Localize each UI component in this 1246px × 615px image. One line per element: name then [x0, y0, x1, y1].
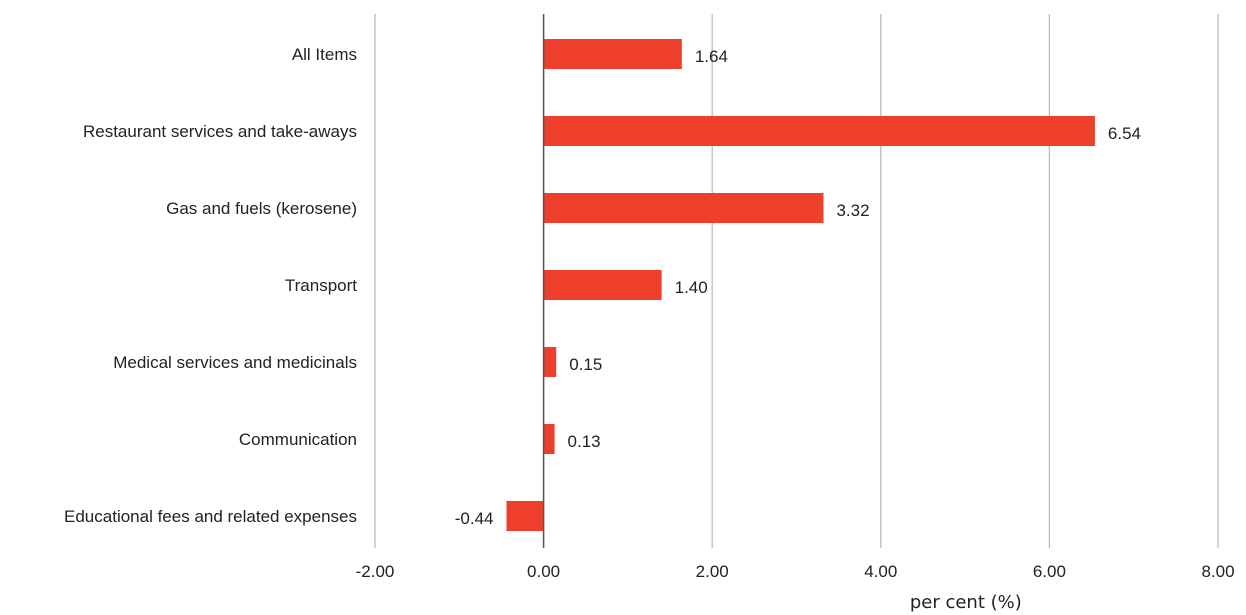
- category-labels: All Items Restaurant services and take-aw…: [64, 45, 357, 526]
- bars: [506, 39, 1095, 531]
- x-tick-label: 4.00: [864, 562, 897, 581]
- category-label: Transport: [285, 276, 357, 295]
- bar: [543, 347, 557, 377]
- category-label: Restaurant services and take-aways: [83, 122, 357, 141]
- bar: [506, 501, 544, 531]
- bar: [543, 116, 1095, 146]
- gridlines: [374, 14, 1219, 548]
- x-axis-title: per cent (%): [910, 592, 1022, 613]
- x-tick-label: 2.00: [696, 562, 729, 581]
- category-label: All Items: [292, 45, 357, 64]
- category-label: Educational fees and related expenses: [64, 507, 357, 526]
- x-tick-label: 0.00: [527, 562, 560, 581]
- data-label: 1.40: [675, 278, 708, 297]
- data-label: 3.32: [836, 201, 869, 220]
- data-label: -0.44: [455, 509, 494, 528]
- data-label: 0.13: [568, 432, 601, 451]
- x-tick-labels: -2.00 0.00 2.00 4.00 6.00 8.00: [356, 562, 1235, 581]
- data-label: 0.15: [569, 355, 602, 374]
- bar: [543, 270, 662, 300]
- bar: [543, 424, 555, 454]
- x-tick-label: 8.00: [1201, 562, 1234, 581]
- category-label: Communication: [239, 430, 357, 449]
- x-tick-label: -2.00: [356, 562, 395, 581]
- bar: [543, 193, 824, 223]
- data-label: 6.54: [1108, 124, 1141, 143]
- category-label: Gas and fuels (kerosene): [166, 199, 357, 218]
- data-label: 1.64: [695, 47, 728, 66]
- category-label: Medical services and medicinals: [113, 353, 357, 372]
- bar: [543, 39, 682, 69]
- data-labels: 1.64 6.54 3.32 1.40 0.15 0.13 -0.44: [455, 47, 1141, 528]
- x-tick-label: 6.00: [1033, 562, 1066, 581]
